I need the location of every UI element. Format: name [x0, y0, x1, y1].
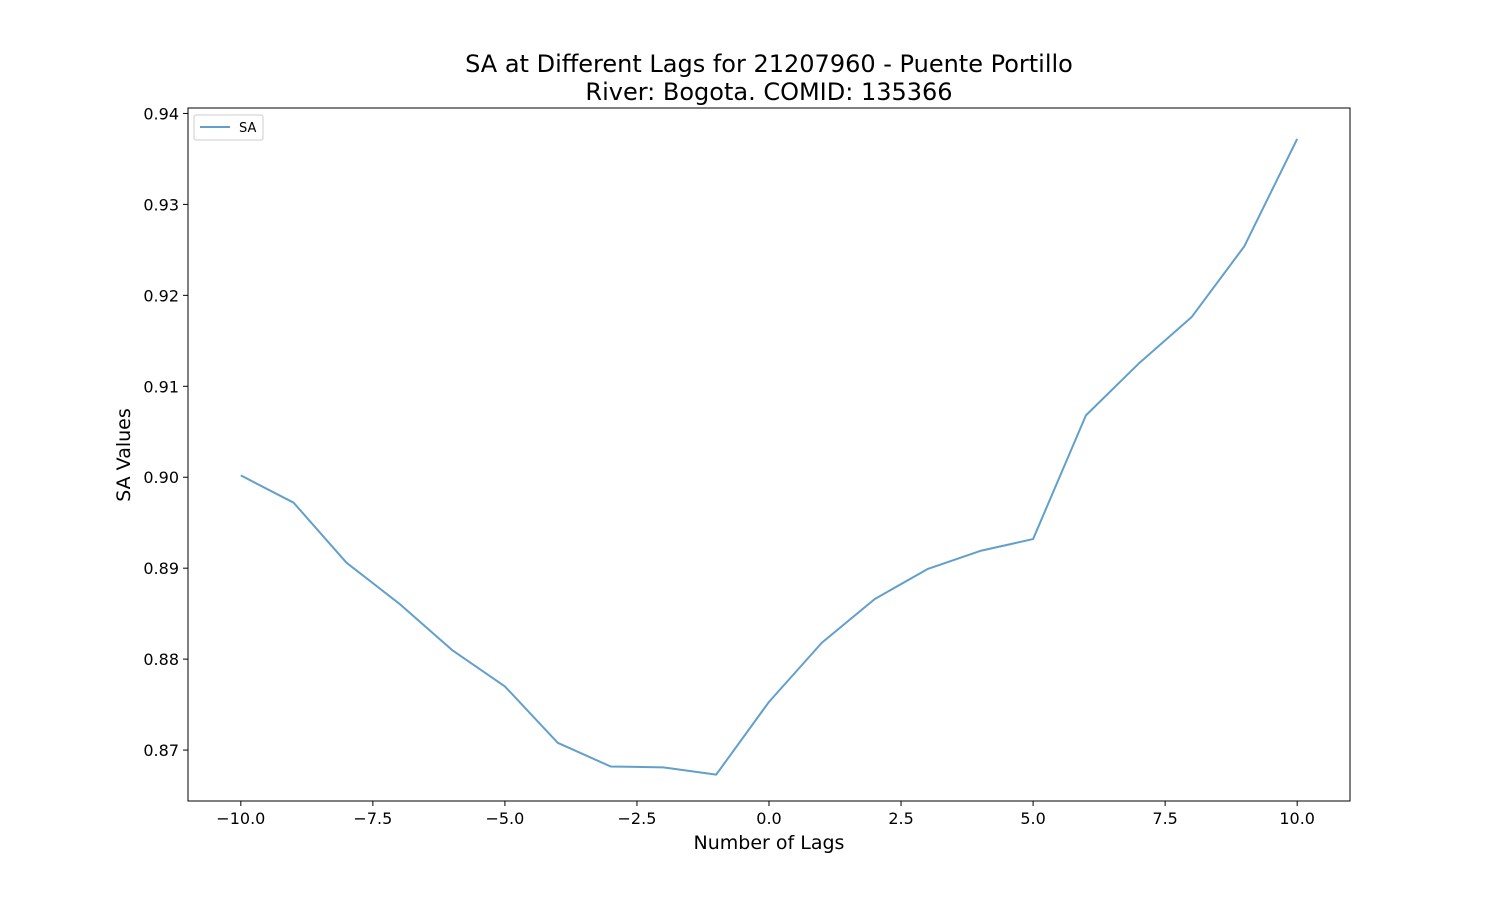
series-line-sa	[240, 138, 1299, 776]
legend-label-sa: SA	[239, 121, 256, 136]
x-axis-label: Number of Lags	[694, 832, 845, 854]
y-tick-label: 0.91	[143, 377, 179, 396]
x-tick-label: −10.0	[216, 809, 265, 828]
y-tick-label: 0.88	[143, 650, 179, 669]
x-tick-label: 0.0	[756, 809, 781, 828]
x-tick-label: −5.0	[485, 809, 524, 828]
y-tick-label: 0.94	[143, 104, 179, 123]
y-tick-label: 0.93	[143, 195, 179, 214]
axes-frame	[187, 107, 1351, 802]
x-tick-label: −7.5	[353, 809, 392, 828]
y-tick-label: 0.92	[143, 286, 179, 305]
y-tick-label: 0.87	[143, 741, 179, 760]
chart-title-line-2: River: Bogota. COMID: 135366	[585, 78, 952, 106]
y-axis-label: SA Values	[113, 408, 135, 502]
x-tick-label: 10.0	[1279, 809, 1315, 828]
x-tick-label: 5.0	[1020, 809, 1045, 828]
plot-area: −10.0 −7.5 −5.0 −2.5 0.0 2.5 5.0 7.5 10.0 0.87 0.8…	[143, 104, 1351, 828]
x-tick-label: 7.5	[1152, 809, 1177, 828]
chart-title-line-1: SA at Different Lags for 21207960 - Puen…	[465, 50, 1073, 78]
x-tick-label: 2.5	[888, 809, 913, 828]
legend: SA	[193, 114, 264, 141]
y-tick-label: 0.90	[143, 468, 179, 487]
x-tick-label: −2.5	[618, 809, 657, 828]
y-tick-label: 0.89	[143, 559, 179, 578]
